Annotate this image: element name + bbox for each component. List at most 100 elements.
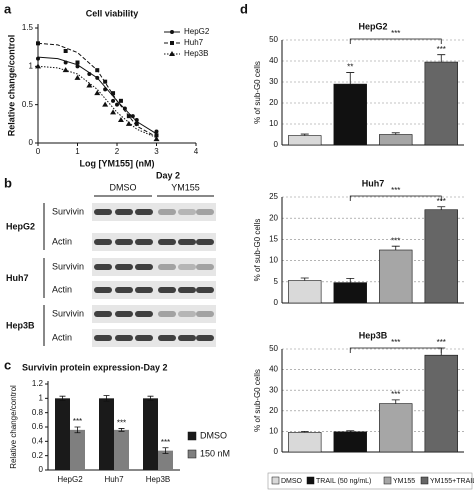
bar [333, 83, 367, 146]
y-tick-label: 10 [269, 119, 278, 128]
blot-strip [92, 305, 216, 323]
x-tick-label: HepG2 [57, 475, 83, 484]
blot-band [94, 335, 112, 341]
condition-label: YM155 [171, 182, 200, 192]
legend-swatch [420, 476, 429, 485]
y-tick-label: 0 [29, 138, 34, 147]
blot-band [94, 239, 112, 245]
bar [379, 403, 413, 453]
y-tick-label: 1 [39, 393, 44, 402]
bar [114, 429, 129, 470]
y-tick-label: 20 [269, 98, 278, 107]
blot-band [115, 311, 133, 317]
bracket [349, 195, 442, 201]
y-tick-label: 15 [269, 235, 278, 244]
y-tick-label: 0.6 [32, 422, 44, 431]
y-tick-label: 0.2 [32, 451, 44, 460]
y-axis-label: Relative change/control [9, 385, 18, 469]
error-bar [437, 206, 446, 210]
y-axis-label: Relative change/control [6, 35, 16, 137]
y-tick-label: 50 [269, 35, 278, 44]
x-tick-label: 0 [36, 147, 41, 156]
blot-band [196, 264, 214, 270]
marker [75, 60, 80, 65]
error-bar [391, 245, 400, 250]
error-bar [437, 54, 446, 63]
bar [333, 431, 367, 453]
significance-label: *** [391, 236, 400, 245]
x-tick-label: 2 [115, 147, 120, 156]
error-bar [59, 395, 66, 401]
y-tick-label: 0 [39, 465, 44, 474]
x-tick-label: 3 [154, 147, 159, 156]
y-axis-label: % of sub-G0 cells [253, 369, 262, 432]
cell-line-label: HepG2 [6, 221, 35, 231]
marker [36, 41, 40, 46]
marker [134, 118, 139, 122]
error-bar [300, 277, 309, 281]
panel-label: d [240, 1, 248, 16]
blot-band [158, 264, 176, 270]
error-bar [147, 395, 154, 401]
marker [86, 82, 93, 88]
bracket-label: *** [391, 338, 400, 347]
blot-band [135, 264, 153, 270]
protein-label: Survivin [52, 308, 84, 318]
legend-marker [170, 41, 174, 45]
legend-label: DMSO [281, 478, 303, 485]
marker [154, 129, 159, 134]
panel-label: a [4, 1, 12, 16]
cell-line-label: Huh7 [6, 273, 29, 283]
blot-strip [92, 329, 216, 347]
error-bar [118, 428, 125, 432]
x-tick-label: 4 [194, 147, 199, 156]
blot-strip [92, 233, 216, 251]
significance-label: *** [73, 417, 82, 426]
y-tick-label: 30 [269, 385, 278, 394]
bar [288, 432, 322, 453]
marker [110, 109, 117, 115]
y-tick-label: 0.5 [22, 100, 34, 109]
bar [424, 61, 458, 146]
bar [99, 398, 114, 470]
x-axis-label: Log [YM155] (nM) [80, 158, 155, 168]
blot-band [178, 287, 196, 293]
y-axis-label: % of sub-G0 cells [253, 61, 262, 124]
panel-title: HepG2 [358, 21, 387, 31]
blot-strip [92, 203, 216, 221]
significance-label: *** [117, 419, 126, 428]
blot-band [196, 239, 214, 245]
blot-band [115, 287, 133, 293]
significance-label: *** [161, 438, 170, 447]
marker [36, 56, 40, 61]
marker [87, 72, 92, 76]
error-bar [300, 133, 309, 136]
panel-title: Huh7 [362, 178, 385, 188]
error-bar [346, 430, 355, 432]
blot-band [196, 335, 214, 341]
y-tick-label: 10 [269, 427, 278, 436]
protein-label: Survivin [52, 206, 84, 216]
legend-swatch [383, 476, 392, 485]
legend-label: TRAIL (50 ng/mL) [316, 478, 371, 485]
bar [379, 249, 413, 304]
bracket-label: *** [391, 186, 400, 195]
error-bar [391, 399, 400, 404]
marker [95, 68, 100, 73]
protein-label: Survivin [52, 261, 84, 271]
blot-band [158, 287, 176, 293]
error-bar [300, 431, 309, 433]
marker [95, 75, 100, 80]
marker [102, 101, 109, 107]
blot-band [135, 287, 153, 293]
significance-label: ** [347, 63, 353, 72]
legend-label: HepG2 [184, 27, 210, 36]
chart-title: Survivin protein expression-Day 2 [22, 362, 168, 372]
legend-label: YM155+TRAIL [430, 478, 474, 485]
error-bar [162, 447, 169, 454]
bracket [349, 347, 442, 353]
bar [424, 209, 458, 304]
y-tick-label: 30 [269, 77, 278, 86]
blot-band [115, 239, 133, 245]
bar [288, 280, 322, 304]
